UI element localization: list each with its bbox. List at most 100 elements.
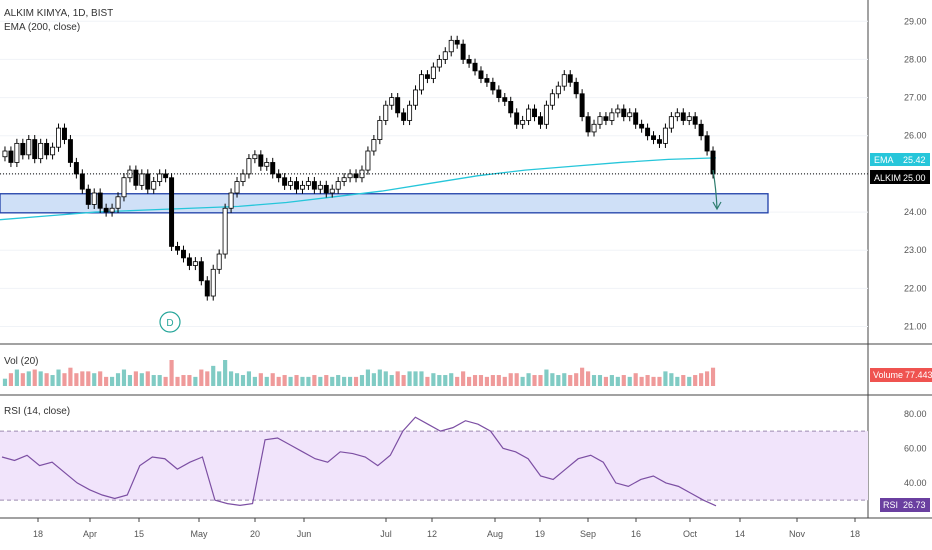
candle-up xyxy=(430,66,436,79)
time-tick-label: Jun xyxy=(297,529,312,539)
volume-bar xyxy=(187,375,192,386)
volume-bar xyxy=(26,371,31,386)
candle-down xyxy=(145,173,151,190)
volume-tag-bg xyxy=(870,368,932,382)
volume-bar xyxy=(538,375,543,386)
candle-down xyxy=(270,162,276,175)
candle-up xyxy=(543,104,549,125)
price-tick-label: 24.00 xyxy=(904,207,927,217)
price-tick-label: 21.00 xyxy=(904,322,927,332)
candle-up xyxy=(252,154,258,160)
candle-up xyxy=(555,85,561,95)
candle-up xyxy=(38,142,44,160)
volume-bar xyxy=(669,373,674,386)
time-tick-label: Nov xyxy=(789,529,806,539)
ema-tag-bg xyxy=(870,153,930,166)
volume-bar xyxy=(312,375,317,386)
time-tick-label: Oct xyxy=(683,529,698,539)
volume-bar xyxy=(615,376,620,386)
candle-down xyxy=(651,135,657,140)
volume-bar xyxy=(98,371,103,386)
candle-up xyxy=(14,142,20,163)
candle-up xyxy=(56,127,62,148)
volume-bar xyxy=(490,375,495,386)
volume-bar xyxy=(258,373,263,386)
volume-bar xyxy=(437,375,442,386)
volume-bar xyxy=(520,376,525,386)
candle-up xyxy=(50,146,56,156)
volume-bar xyxy=(395,371,400,386)
candle-up xyxy=(662,127,668,144)
time-axis-labels: 18 Apr 15 May 20 Jun Jul 12 Aug 19 Sep 16 Oct 14 Nov 18 xyxy=(33,518,860,539)
volume-tag-value: 77.443K xyxy=(905,370,932,380)
volume-bar xyxy=(342,376,347,386)
ema-tag-value: 25.42 xyxy=(903,155,926,165)
candle-up xyxy=(615,108,621,114)
volume-bar xyxy=(14,369,19,386)
ema-legend[interactable]: EMA (200, close) xyxy=(4,22,80,33)
candle-up xyxy=(413,89,419,106)
candle-up xyxy=(436,59,442,68)
candle-down xyxy=(537,116,543,125)
candle-down xyxy=(294,181,300,190)
volume-bar xyxy=(330,376,335,386)
volume-bar xyxy=(163,376,168,386)
volume-bar xyxy=(449,373,454,386)
arrow-annotation xyxy=(712,169,722,211)
volume-bar xyxy=(62,373,67,386)
volume-bar xyxy=(217,371,222,386)
candle-down xyxy=(323,184,329,194)
volume-bar xyxy=(44,373,49,386)
candle-up xyxy=(448,39,454,53)
price-tick-label: 23.00 xyxy=(904,245,927,255)
candle-down xyxy=(454,39,460,45)
candle-up xyxy=(389,97,395,106)
candle-down xyxy=(502,97,508,102)
dividend-marker[interactable]: D xyxy=(159,311,181,333)
volume-bar xyxy=(609,375,614,386)
candle-down xyxy=(639,123,645,129)
volume-legend[interactable]: Vol (20) xyxy=(4,356,38,367)
candle-down xyxy=(490,81,496,91)
candle-down xyxy=(103,207,109,213)
candle-down xyxy=(169,177,175,247)
volume-bar xyxy=(371,373,376,386)
volume-bar xyxy=(336,375,341,386)
candle-down xyxy=(603,116,609,121)
time-tick-label: Aug xyxy=(487,529,503,539)
candle-up xyxy=(377,120,383,140)
volume-bar xyxy=(288,376,293,386)
candle-down xyxy=(567,74,573,83)
rsi-tag: RSI 26.73 xyxy=(880,498,930,512)
volume-bar xyxy=(389,375,394,386)
candle-up xyxy=(383,104,389,121)
candle-down xyxy=(401,112,407,121)
volume-bar xyxy=(80,371,85,386)
symbol-title: ALKIM KIMYA, 1D, BIST xyxy=(4,8,113,19)
candle-down xyxy=(204,280,210,297)
volume-bar xyxy=(425,376,430,386)
volume-bar xyxy=(109,376,115,386)
volume-bar xyxy=(240,375,246,386)
volume-bar xyxy=(484,376,490,386)
volume-bar xyxy=(580,367,585,386)
volume-series xyxy=(2,360,716,386)
candle-up xyxy=(240,173,246,182)
volume-bar xyxy=(157,375,162,386)
candle-up xyxy=(2,150,8,158)
candle-up xyxy=(109,207,115,213)
volume-bar xyxy=(496,375,501,386)
candle-up xyxy=(674,112,680,118)
rsi-legend[interactable]: RSI (14, close) xyxy=(4,406,70,417)
candle-down xyxy=(276,173,282,179)
volume-bar xyxy=(145,371,150,386)
volume-bar xyxy=(627,376,632,386)
price-tick-label: 26.00 xyxy=(904,131,927,141)
volume-bar xyxy=(347,376,353,386)
volume-bar xyxy=(32,369,37,386)
volume-bar xyxy=(455,376,460,386)
price-tick-label: 29.00 xyxy=(904,16,927,26)
support-zone[interactable] xyxy=(0,193,769,214)
volume-bar xyxy=(585,371,591,386)
